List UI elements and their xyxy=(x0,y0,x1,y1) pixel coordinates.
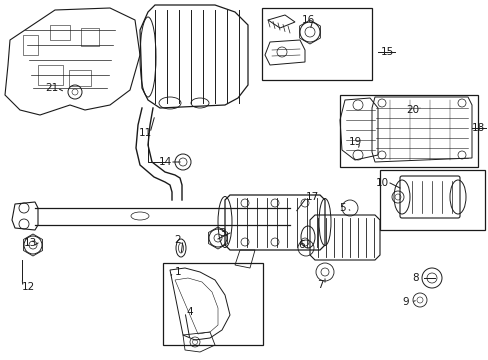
Bar xyxy=(50,25,70,40)
Text: 18: 18 xyxy=(470,123,484,133)
Text: 3: 3 xyxy=(218,228,225,238)
Text: 6: 6 xyxy=(298,240,305,250)
Text: 5: 5 xyxy=(338,203,345,213)
Text: 16: 16 xyxy=(301,15,314,25)
Text: 7: 7 xyxy=(316,280,323,290)
Text: 11: 11 xyxy=(138,128,151,138)
Text: 19: 19 xyxy=(347,137,361,147)
Text: 1: 1 xyxy=(174,267,181,277)
Text: 14: 14 xyxy=(158,157,171,167)
Text: 20: 20 xyxy=(406,105,419,115)
Text: 4: 4 xyxy=(186,307,193,317)
Text: 17: 17 xyxy=(305,192,318,202)
Bar xyxy=(163,263,263,345)
Bar xyxy=(339,95,477,167)
Text: 15: 15 xyxy=(380,47,393,57)
Text: 10: 10 xyxy=(375,178,388,188)
Text: 2: 2 xyxy=(174,235,181,245)
Bar xyxy=(23,35,38,55)
Text: 21: 21 xyxy=(45,83,59,93)
Text: 9: 9 xyxy=(402,297,408,307)
Bar xyxy=(38,65,63,85)
Text: 13: 13 xyxy=(23,238,37,248)
Bar xyxy=(69,70,91,86)
Bar xyxy=(81,28,99,46)
Bar xyxy=(262,8,371,80)
Text: 8: 8 xyxy=(412,273,418,283)
Text: 12: 12 xyxy=(21,282,35,292)
Bar xyxy=(379,170,484,230)
